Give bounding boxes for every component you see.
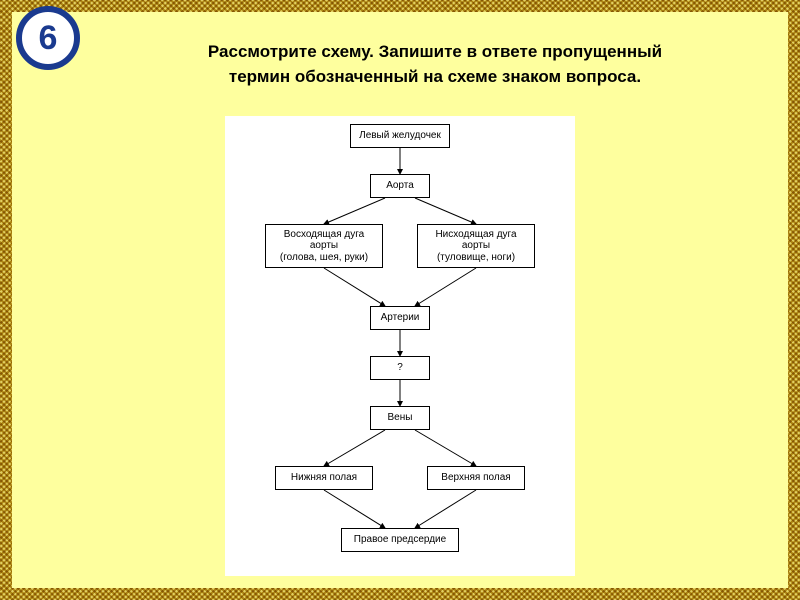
title-line-2: термин обозначенный на схеме знаком вопр… — [122, 65, 748, 90]
flowchart-node: Восходящая дугааорты(голова, шея, руки) — [265, 224, 383, 268]
flowchart-edge — [324, 430, 385, 466]
slide-number: 6 — [39, 19, 58, 58]
flowchart-node: Артерии — [370, 306, 430, 330]
flowchart-node: Нижняя полая — [275, 466, 373, 490]
flowchart-edge — [415, 198, 476, 224]
flowchart-node: Нисходящая дугааорты(туловище, ноги) — [417, 224, 535, 268]
flowchart-node: Верхняя полая — [427, 466, 525, 490]
flowchart-node: ? — [370, 356, 430, 380]
flowchart-edge — [415, 430, 476, 466]
slide-panel: 6 Рассмотрите схему. Запишите в ответе п… — [12, 12, 788, 588]
slide-title: Рассмотрите схему. Запишите в ответе про… — [122, 40, 748, 89]
flowchart-node: Левый желудочек — [350, 124, 450, 148]
flowchart-edge — [324, 198, 385, 224]
flowchart-edge — [324, 268, 385, 306]
flowchart-node: Вены — [370, 406, 430, 430]
flowchart-edge — [324, 490, 385, 528]
flowchart-edge — [415, 268, 476, 306]
flowchart-container: Левый желудочек Аорта Восходящая дугааорты… — [225, 116, 575, 576]
flowchart-node: Аорта — [370, 174, 430, 198]
title-line-1: Рассмотрите схему. Запишите в ответе про… — [122, 40, 748, 65]
hatched-border-frame: 6 Рассмотрите схему. Запишите в ответе п… — [0, 0, 800, 600]
slide-number-badge: 6 — [16, 6, 80, 70]
flowchart-node: Правое предсердие — [341, 528, 459, 552]
flowchart-edge — [415, 490, 476, 528]
flowchart: Левый желудочек Аорта Восходящая дугааорты… — [225, 116, 575, 576]
